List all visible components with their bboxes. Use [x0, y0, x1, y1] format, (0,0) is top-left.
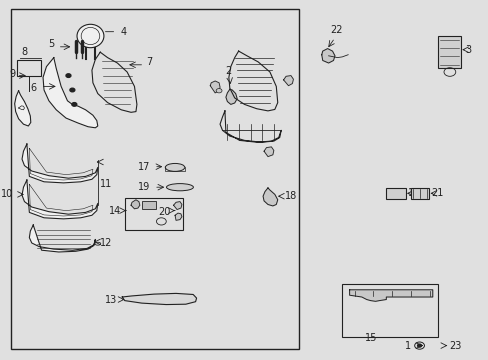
Polygon shape — [173, 202, 182, 210]
Bar — [410, 188, 428, 199]
Polygon shape — [22, 144, 98, 183]
Polygon shape — [29, 225, 95, 252]
Text: 7: 7 — [145, 57, 152, 67]
Text: 18: 18 — [284, 191, 296, 201]
Ellipse shape — [166, 184, 193, 191]
Text: 2: 2 — [225, 66, 231, 76]
Polygon shape — [92, 52, 137, 112]
Bar — [11, 9, 299, 349]
Text: 6: 6 — [30, 83, 37, 93]
Polygon shape — [225, 89, 237, 104]
Text: 19: 19 — [138, 182, 150, 192]
Polygon shape — [43, 58, 98, 128]
Circle shape — [66, 74, 71, 77]
Polygon shape — [263, 188, 277, 206]
Text: 1: 1 — [404, 341, 410, 351]
Polygon shape — [22, 180, 98, 219]
Text: 11: 11 — [100, 179, 112, 189]
Circle shape — [216, 89, 222, 93]
Text: 20: 20 — [158, 207, 170, 217]
Circle shape — [417, 344, 421, 347]
Text: 4: 4 — [120, 27, 126, 37]
Text: 16: 16 — [407, 188, 420, 198]
Polygon shape — [349, 290, 432, 301]
Polygon shape — [131, 200, 140, 209]
Polygon shape — [321, 49, 334, 63]
Polygon shape — [15, 91, 31, 126]
Polygon shape — [210, 81, 220, 93]
Bar — [142, 201, 155, 209]
Bar — [386, 188, 405, 199]
Ellipse shape — [165, 163, 184, 171]
Ellipse shape — [77, 24, 104, 48]
Bar — [124, 198, 183, 230]
Polygon shape — [264, 147, 273, 157]
Circle shape — [70, 88, 75, 92]
Bar — [437, 36, 460, 68]
Bar — [17, 60, 41, 76]
Text: 5: 5 — [48, 39, 55, 49]
Text: 3: 3 — [465, 45, 471, 55]
Text: 10: 10 — [1, 189, 14, 199]
Circle shape — [72, 103, 77, 106]
Text: 12: 12 — [100, 238, 112, 248]
Polygon shape — [122, 293, 196, 305]
Polygon shape — [175, 213, 182, 220]
Text: 13: 13 — [105, 294, 117, 305]
Text: 17: 17 — [138, 162, 150, 172]
Text: 23: 23 — [448, 341, 460, 351]
Bar — [342, 284, 437, 337]
Polygon shape — [283, 76, 293, 86]
Text: 15: 15 — [365, 333, 377, 343]
Text: 8: 8 — [21, 46, 27, 57]
Text: 22: 22 — [329, 25, 342, 35]
Text: 21: 21 — [430, 188, 443, 198]
Text: 14: 14 — [109, 206, 121, 216]
Text: 9: 9 — [9, 69, 16, 79]
